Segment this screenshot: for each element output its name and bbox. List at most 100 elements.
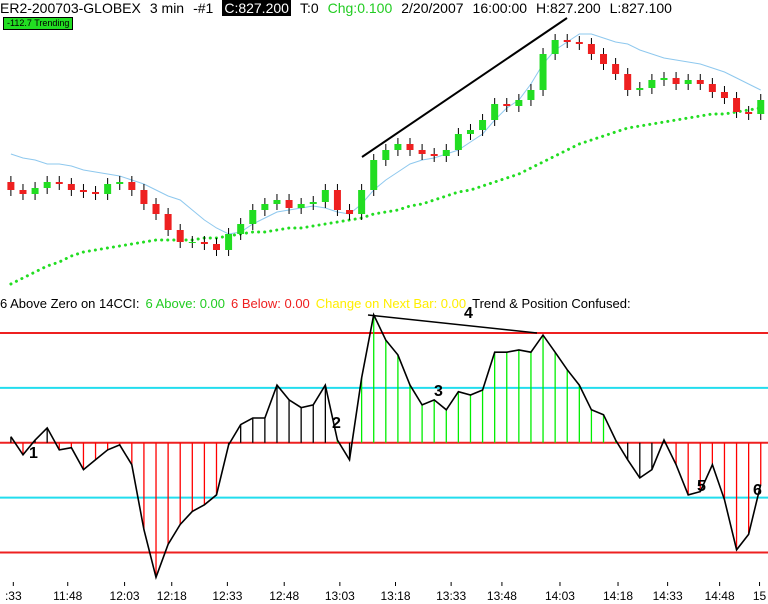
candle-body: [720, 92, 728, 98]
low: L:827.100: [609, 0, 672, 16]
candle-body: [430, 154, 438, 156]
candle-body: [333, 190, 341, 210]
candle-body: [164, 214, 172, 230]
header: ER2-200703-GLOBEX 3 min -#1 C:827.200 T:0 Chg…: [0, 0, 681, 16]
moving-average: [10, 33, 761, 235]
candle-body: [708, 84, 716, 92]
candle-body: [587, 44, 595, 54]
annotation: 2: [332, 415, 341, 432]
annotation: 5: [697, 478, 706, 495]
candle-body: [757, 100, 765, 114]
candle-body: [297, 204, 305, 208]
candle-body: [575, 42, 583, 44]
dotted-average: [9, 106, 763, 286]
annotation: 1: [29, 445, 38, 462]
legend-item: Change on Next Bar: 0.00: [315, 296, 467, 311]
candle-body: [370, 160, 378, 190]
indicator-legend: 6 Above Zero on 14CCI: 6 Above: 0.00 6 Bel…: [0, 296, 637, 311]
candle-body: [273, 200, 281, 204]
price-panel: [7, 33, 765, 286]
candle-body: [418, 150, 426, 154]
annotation: 3: [434, 383, 443, 400]
candle-body: [672, 78, 680, 84]
annotation: 4: [464, 305, 473, 322]
candle-body: [551, 40, 559, 54]
x-tick-label: 12:18: [157, 589, 187, 603]
date: 2/20/2007: [401, 0, 464, 16]
interval: 3 min: [149, 0, 185, 16]
high: H:827.200: [536, 0, 601, 16]
candle-body: [745, 112, 753, 114]
legend-item: 6 Above: 0.00: [145, 296, 225, 311]
candle-body: [128, 182, 136, 190]
candle-body: [358, 190, 366, 214]
x-tick-label: 12:48: [269, 589, 299, 603]
x-tick-label: 13:48: [487, 589, 517, 603]
candle-body: [346, 210, 354, 214]
candle-body: [515, 100, 523, 106]
candle-body: [600, 54, 608, 64]
candle-body: [116, 182, 124, 184]
x-tick-label: 13:18: [380, 589, 410, 603]
cci-line: [10, 312, 762, 581]
candle-body: [43, 182, 51, 188]
x-tick-label: 12:03: [110, 589, 140, 603]
candle-body: [92, 192, 100, 194]
candle-body: [31, 188, 39, 194]
x-tick-label: 14:48: [705, 589, 735, 603]
candle-body: [104, 184, 112, 194]
legend-item: Trend & Position Confused:: [472, 296, 631, 311]
x-tick-label: 12:33: [212, 589, 242, 603]
candle-body: [491, 104, 499, 120]
candle-body: [466, 130, 474, 134]
candle-body: [624, 74, 632, 90]
annotation: 6: [753, 482, 762, 499]
x-tick-label: 13:33: [436, 589, 466, 603]
x-tick-label: 11:48: [53, 589, 82, 603]
candle-body: [648, 80, 656, 88]
trend-line: [367, 314, 538, 334]
candle-body: [454, 134, 462, 150]
candle-body: [563, 40, 571, 42]
candle-body: [7, 182, 15, 190]
x-tick-label: :33: [5, 589, 22, 603]
candle-body: [527, 90, 535, 100]
x-tick-label: 14:33: [653, 589, 683, 603]
candle-body: [237, 224, 245, 234]
legend-item: 6 Above Zero on 14CCI:: [0, 296, 140, 311]
candle-body: [152, 204, 160, 214]
candle-body: [212, 244, 220, 250]
candle-body: [503, 104, 511, 106]
candle-body: [285, 200, 293, 208]
candle-body: [225, 234, 233, 250]
candle-body: [733, 98, 741, 112]
candle-body: [479, 120, 487, 130]
candle-body: [321, 190, 329, 202]
candle-body: [188, 242, 196, 243]
candle-body: [249, 210, 257, 224]
candle-body: [696, 80, 704, 84]
candle-body: [200, 242, 208, 244]
candle-body: [684, 80, 692, 84]
cci-panel: :33 11:48 12:03 12:18 12:33 12:48 13:03 13:18 13…: [0, 312, 768, 603]
candle-body: [660, 78, 668, 80]
candle-body: [406, 144, 414, 150]
tick: T:0: [299, 0, 319, 16]
candle-body: [19, 190, 27, 194]
candle-body: [176, 230, 184, 242]
trend-line: [361, 17, 568, 158]
candle-body: [79, 190, 87, 192]
candle-body: [140, 190, 148, 204]
candle-body: [261, 204, 269, 210]
change: Chg:0.100: [327, 0, 393, 16]
x-tick-label: 13:03: [325, 589, 355, 603]
close-price: C:827.200: [222, 0, 291, 16]
candle-body: [442, 150, 450, 156]
candle-body: [55, 182, 63, 184]
symbol: ER2-200703-GLOBEX: [0, 0, 141, 16]
candle-body: [539, 54, 547, 90]
candle-body: [382, 150, 390, 160]
x-tick-label: 15: [753, 589, 767, 603]
